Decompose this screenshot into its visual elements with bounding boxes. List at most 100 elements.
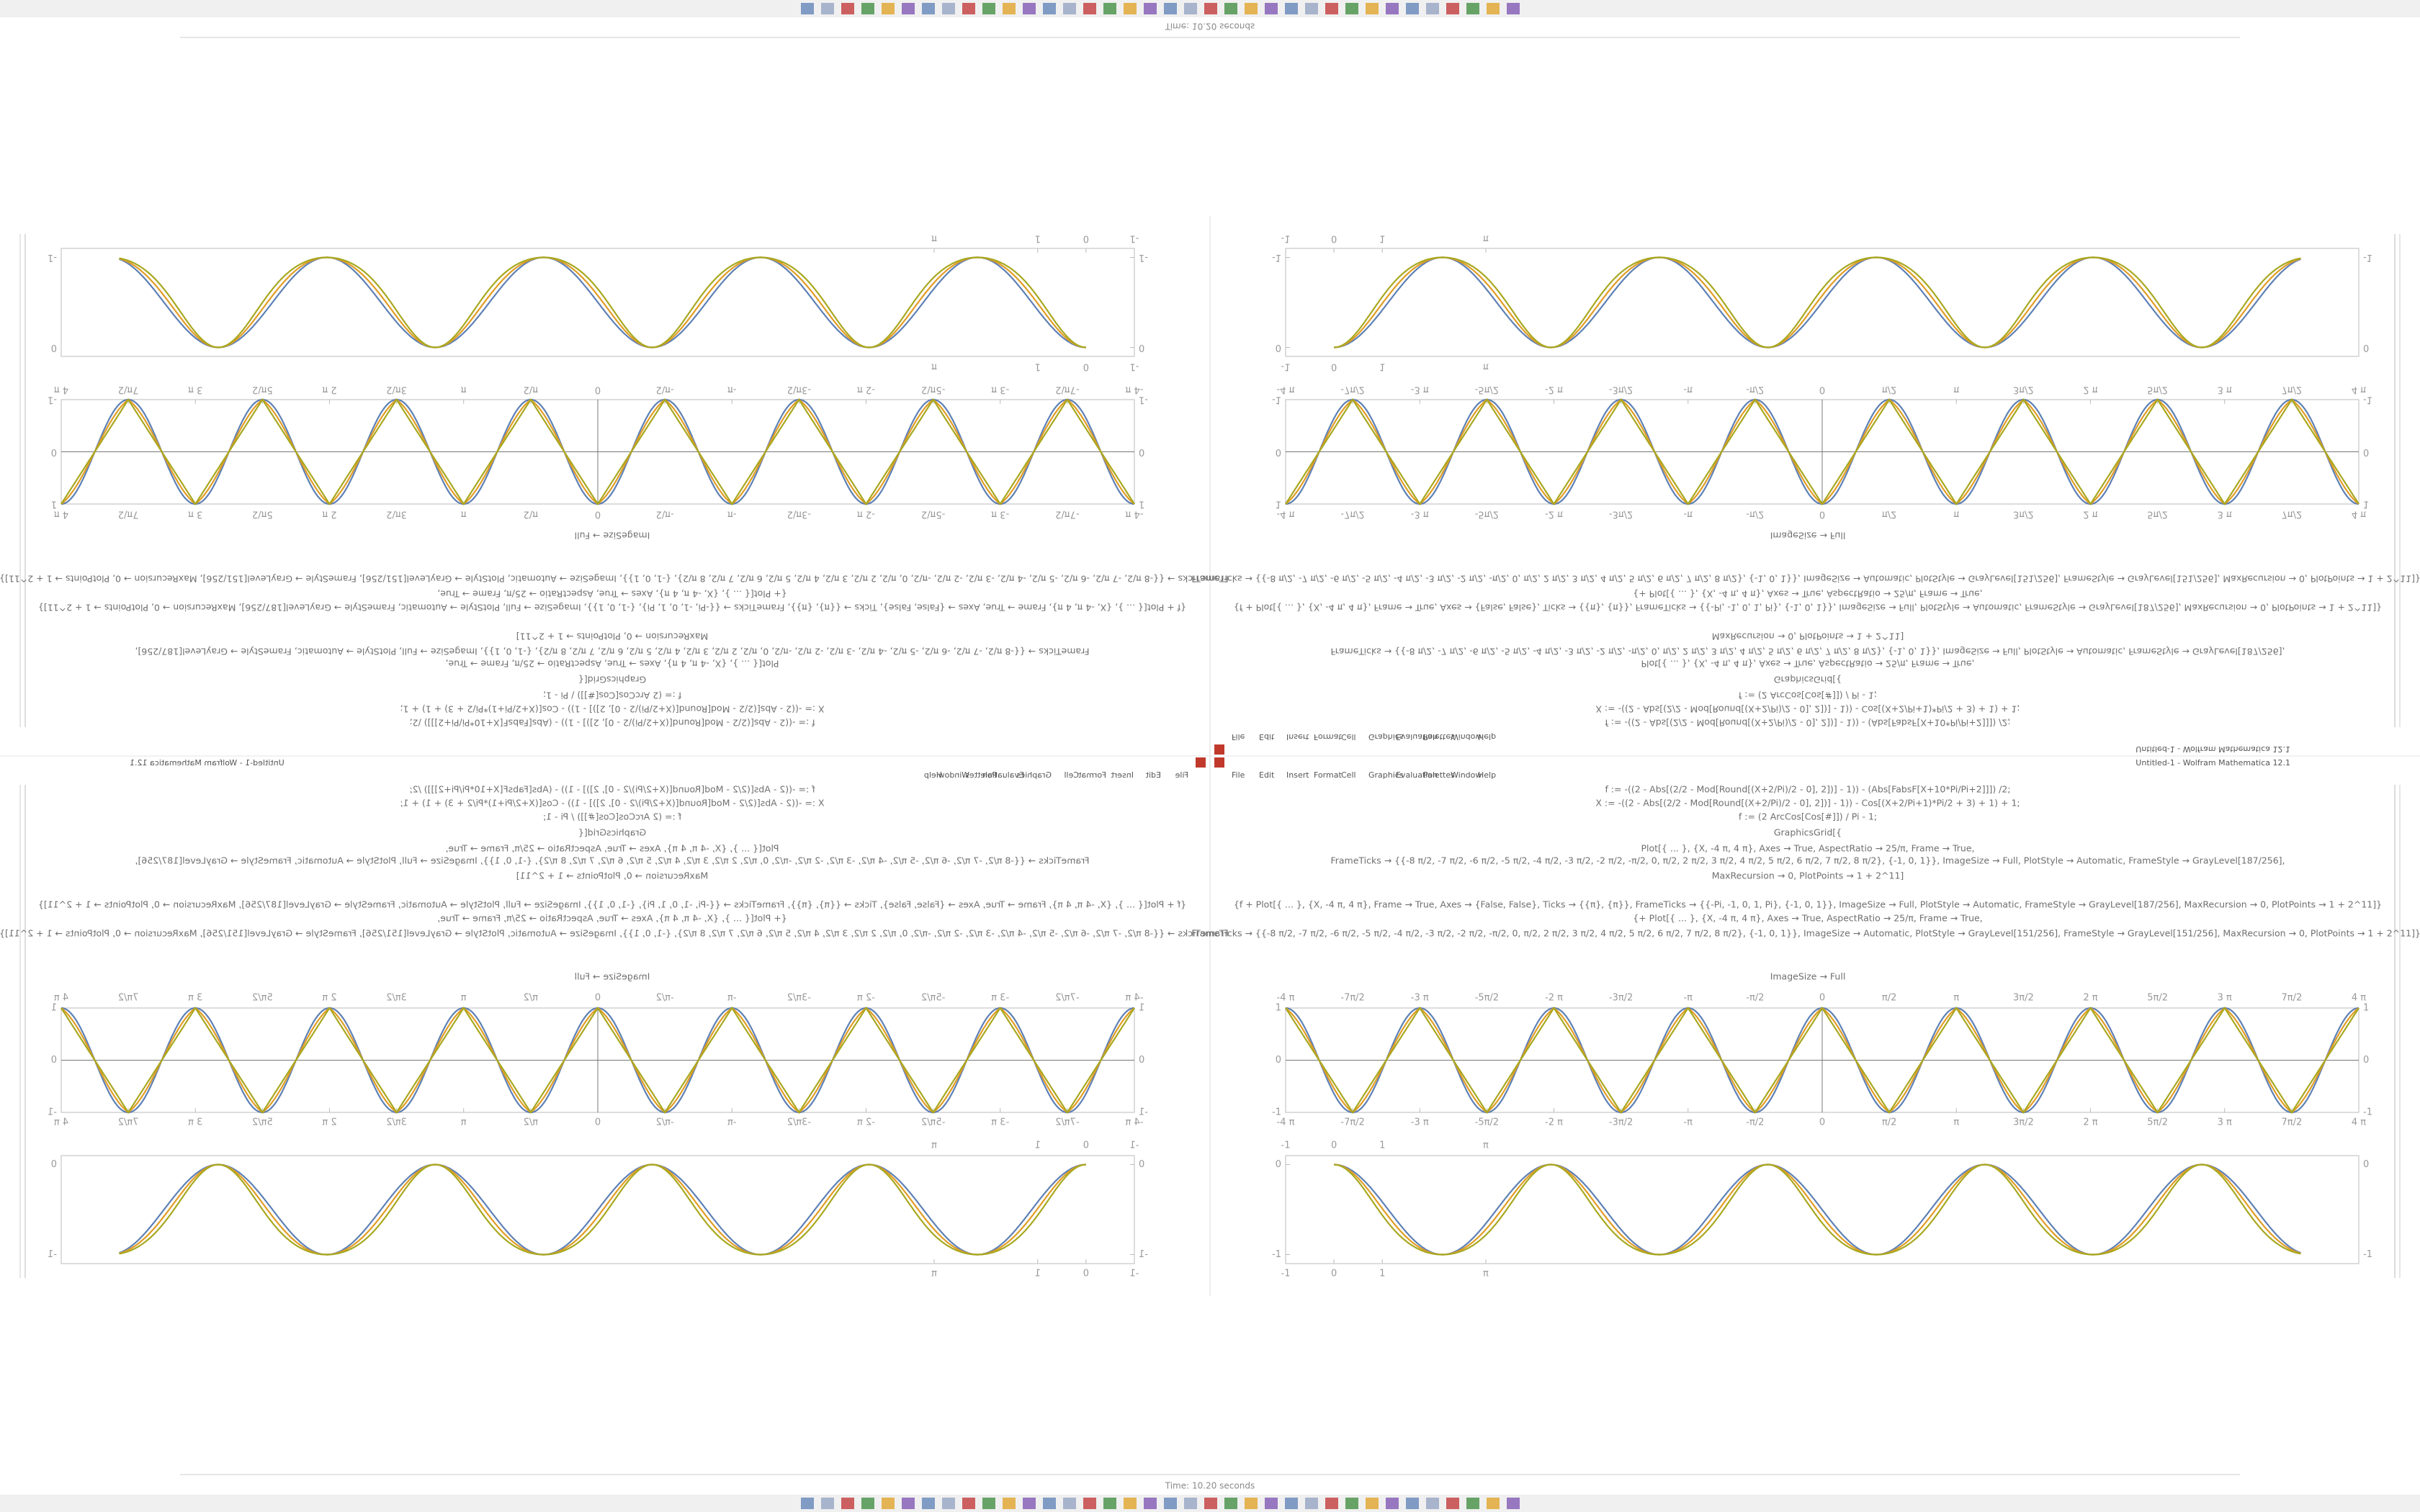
taskbar-icon[interactable] — [942, 1498, 955, 1509]
menu-item[interactable]: Insert — [1286, 770, 1309, 780]
taskbar-icon[interactable] — [1103, 3, 1116, 14]
taskbar-icon[interactable] — [1406, 3, 1419, 14]
taskbar-icon[interactable] — [902, 3, 915, 14]
taskbar-icon[interactable] — [1345, 1498, 1358, 1509]
taskbar-icon[interactable] — [1325, 1498, 1338, 1509]
taskbar-icon[interactable] — [1063, 3, 1076, 14]
taskbar-icon[interactable] — [821, 3, 834, 14]
taskbar-icon[interactable] — [922, 1498, 935, 1509]
menu-item[interactable]: Evaluation — [982, 770, 1024, 780]
taskbar-icon[interactable] — [861, 3, 874, 14]
menu-item[interactable]: Help — [1478, 732, 1496, 742]
taskbar-icon[interactable] — [1023, 3, 1036, 14]
menu-item[interactable]: Graphics — [1368, 770, 1404, 780]
taskbar-icon[interactable] — [1366, 3, 1379, 14]
taskbar-icon[interactable] — [982, 3, 995, 14]
taskbar-icon[interactable] — [1063, 1498, 1076, 1509]
menu-item[interactable]: Palettes — [965, 770, 997, 780]
taskbar-icon[interactable] — [1083, 1498, 1096, 1509]
taskbar-icon[interactable] — [1224, 3, 1237, 14]
taskbar-icon[interactable] — [1446, 1498, 1459, 1509]
menu-item[interactable]: Cell — [1341, 732, 1356, 742]
menu-item[interactable]: Insert — [1111, 770, 1134, 780]
taskbar-icon[interactable] — [841, 3, 854, 14]
menu-item[interactable]: Graphics — [1016, 770, 1052, 780]
menu-item[interactable]: Format — [1314, 770, 1342, 780]
taskbar-icon[interactable] — [1224, 1498, 1237, 1509]
taskbar-icon[interactable] — [1446, 3, 1459, 14]
menu-item[interactable]: Palettes — [1423, 770, 1455, 780]
menu-item[interactable]: Format — [1078, 770, 1106, 780]
menu-item[interactable]: Insert — [1286, 732, 1309, 742]
taskbar-icon[interactable] — [1265, 1498, 1278, 1509]
taskbar-icon[interactable] — [1184, 3, 1197, 14]
taskbar-icon[interactable] — [801, 3, 814, 14]
taskbar-icon[interactable] — [1184, 1498, 1197, 1509]
taskbar-icon[interactable] — [1023, 1498, 1036, 1509]
menu-item[interactable]: Palettes — [1423, 732, 1455, 742]
taskbar-icon[interactable] — [1043, 3, 1056, 14]
taskbar-icon[interactable] — [1043, 1498, 1056, 1509]
taskbar-icon[interactable] — [1366, 1498, 1379, 1509]
taskbar-icon[interactable] — [1003, 1498, 1016, 1509]
taskbar-icon[interactable] — [1305, 3, 1318, 14]
taskbar-icon[interactable] — [1083, 3, 1096, 14]
menu-item[interactable]: Format — [1314, 732, 1342, 742]
taskbar-icon[interactable] — [1426, 3, 1439, 14]
taskbar-icon[interactable] — [1164, 3, 1177, 14]
taskbar-icon[interactable] — [1164, 1498, 1177, 1509]
taskbar-icon[interactable] — [1285, 3, 1298, 14]
taskbar-icon[interactable] — [1285, 1498, 1298, 1509]
taskbar-icon[interactable] — [861, 1498, 874, 1509]
taskbar-icon[interactable] — [1406, 1498, 1419, 1509]
taskbar-icon[interactable] — [1386, 3, 1399, 14]
close-icon[interactable] — [1196, 757, 1206, 768]
taskbar-icon[interactable] — [1124, 1498, 1137, 1509]
close-icon[interactable] — [1214, 757, 1224, 768]
taskbar-icon[interactable] — [1507, 3, 1520, 14]
menu-item[interactable]: Edit — [1259, 732, 1275, 742]
taskbar-icon[interactable] — [1265, 3, 1278, 14]
menu-item[interactable]: Help — [1478, 770, 1496, 780]
taskbar-icon[interactable] — [942, 3, 955, 14]
menu-item[interactable]: Edit — [1259, 770, 1275, 780]
taskbar-icon[interactable] — [1245, 3, 1258, 14]
taskbar-icon[interactable] — [1325, 3, 1338, 14]
taskbar-icon[interactable] — [1144, 3, 1157, 14]
taskbar-icon[interactable] — [1204, 1498, 1217, 1509]
close-icon[interactable] — [1214, 744, 1224, 755]
menu-item[interactable]: Window — [1451, 732, 1482, 742]
taskbar-icon[interactable] — [1245, 1498, 1258, 1509]
taskbar-icon[interactable] — [1345, 3, 1358, 14]
menu-item[interactable]: Edit — [1145, 770, 1161, 780]
taskbar-icon[interactable] — [1144, 1498, 1157, 1509]
taskbar-icon[interactable] — [1507, 1498, 1520, 1509]
taskbar-icon[interactable] — [982, 1498, 995, 1509]
menu-item[interactable]: Window — [1451, 770, 1482, 780]
taskbar-icon[interactable] — [1426, 1498, 1439, 1509]
menu-item[interactable]: Window — [938, 770, 969, 780]
taskbar-icon[interactable] — [841, 1498, 854, 1509]
menu-item[interactable]: File — [1232, 770, 1245, 780]
taskbar-icon[interactable] — [1003, 3, 1016, 14]
taskbar-icon[interactable] — [1204, 3, 1217, 14]
taskbar-icon[interactable] — [922, 3, 935, 14]
taskbar-icon[interactable] — [962, 3, 975, 14]
taskbar-icon[interactable] — [1487, 1498, 1500, 1509]
taskbar-icon[interactable] — [882, 1498, 895, 1509]
taskbar-icon[interactable] — [821, 1498, 834, 1509]
menu-item[interactable]: Cell — [1064, 770, 1079, 780]
taskbar-icon[interactable] — [801, 1498, 814, 1509]
taskbar-icon[interactable] — [1386, 1498, 1399, 1509]
menu-item[interactable]: Evaluation — [1396, 732, 1438, 742]
taskbar-icon[interactable] — [1466, 1498, 1479, 1509]
taskbar-icon[interactable] — [962, 1498, 975, 1509]
taskbar-icon[interactable] — [902, 1498, 915, 1509]
menu-item[interactable]: Help — [924, 770, 942, 780]
taskbar-icon[interactable] — [1466, 3, 1479, 14]
menu-item[interactable]: Cell — [1341, 770, 1356, 780]
taskbar-icon[interactable] — [882, 3, 895, 14]
menu-item[interactable]: Evaluation — [1396, 770, 1438, 780]
menu-item[interactable]: File — [1232, 732, 1245, 742]
taskbar-icon[interactable] — [1487, 3, 1500, 14]
